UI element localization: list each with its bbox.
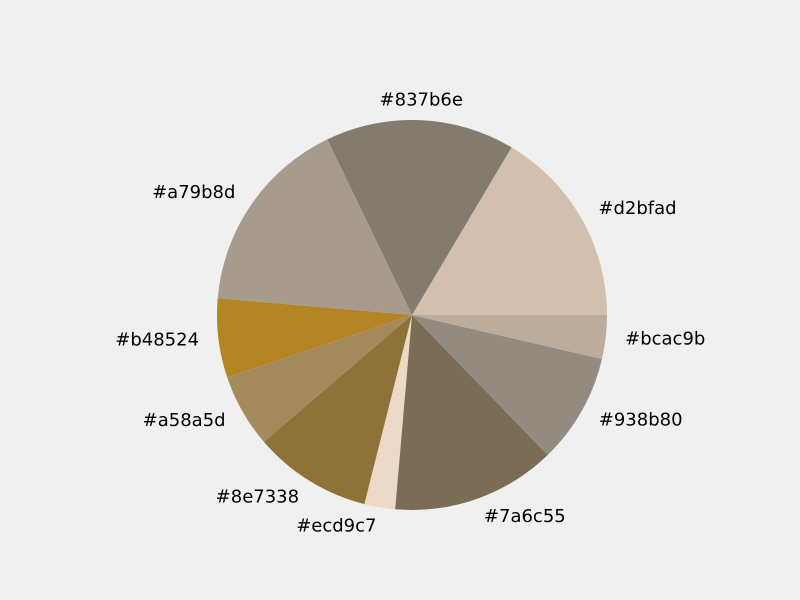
pie-slice-3 xyxy=(216,298,412,378)
pie-slice-4 xyxy=(227,315,412,442)
pie-slice-label-7: #7a6c55 xyxy=(484,506,566,527)
pie-slice-label-0: #d2bfad xyxy=(598,198,676,219)
pie-slice-label-3: #b48524 xyxy=(115,330,199,351)
pie-slice-5 xyxy=(263,315,412,505)
pie-slice-label-1: #837b6e xyxy=(380,90,463,111)
pie-slice-label-4: #a58a5d xyxy=(143,410,226,431)
pie-slice-label-8: #938b80 xyxy=(599,410,683,431)
pie-slice-1 xyxy=(327,120,512,315)
pie-labels: #d2bfad #837b6e #a79b8d #b48524 #a58a5d #8e73… xyxy=(115,90,705,537)
pie-slice-label-5: #8e7338 xyxy=(216,486,299,507)
pie-slice-8 xyxy=(412,315,602,455)
pie-slice-6 xyxy=(364,315,412,510)
pie-slice-0 xyxy=(412,147,607,315)
pie-slice-label-9: #bcac9b xyxy=(625,328,705,349)
pie-slice-label-2: #a79b8d xyxy=(152,182,235,203)
pie-slice-label-6: #ecd9c7 xyxy=(296,516,376,537)
pie-slice-2 xyxy=(217,139,412,315)
pie-slice-9 xyxy=(412,315,607,360)
pie-slices xyxy=(216,120,607,511)
pie-slice-7 xyxy=(395,315,548,511)
